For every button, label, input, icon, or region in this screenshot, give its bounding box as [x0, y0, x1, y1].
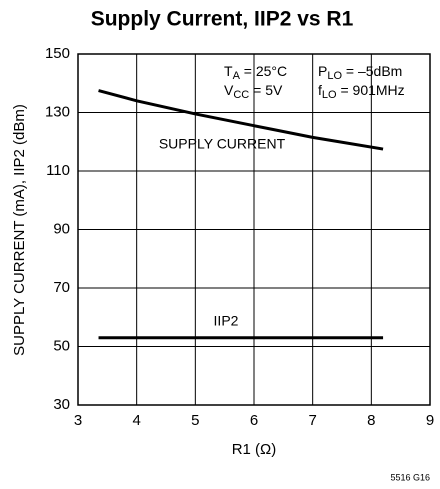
annotation: TA = 25°C — [224, 63, 287, 82]
annotation: VCC = 5V — [224, 82, 283, 101]
annotation-part: T — [224, 63, 233, 79]
annotation-part: = 901MHz — [337, 82, 405, 98]
annotation-part: = –5dBm — [342, 63, 402, 79]
y-tick-label: 70 — [53, 279, 70, 296]
annotation: PLO = –5dBm — [318, 63, 402, 82]
series-line — [98, 89, 384, 151]
x-tick-label: 3 — [74, 412, 82, 429]
x-tick-label: 6 — [250, 412, 258, 429]
annotation: fLO = 901MHz — [318, 82, 405, 101]
y-axis-label: SUPPLY CURRENT (mA), IIP2 (dBm) — [11, 104, 28, 356]
annotation-part: f — [318, 82, 322, 98]
y-tick-label: 110 — [46, 162, 70, 179]
annotation-part: LO — [322, 89, 337, 101]
annotation-part: A — [233, 70, 241, 82]
y-tick-label: 130 — [45, 103, 70, 120]
annotation-part: V — [224, 82, 234, 98]
annotation-part: = 25°C — [240, 63, 287, 79]
x-tick-label: 5 — [191, 412, 199, 429]
series-label: IIP2 — [214, 313, 239, 329]
x-axis-label: R1 (Ω) — [232, 441, 277, 458]
y-tick-label: 50 — [53, 337, 70, 354]
annotation-part: LO — [327, 70, 342, 82]
chart-title: Supply Current, IIP2 vs R1 — [91, 8, 354, 31]
y-tick-label: 150 — [45, 45, 70, 62]
annotation-part: = 5V — [249, 82, 283, 98]
series-label: SUPPLY CURRENT — [159, 136, 286, 152]
plot-frame — [77, 53, 431, 406]
x-tick-label: 4 — [132, 412, 140, 429]
footnote: 5516 G16 — [390, 472, 430, 482]
x-tick-label: 8 — [367, 412, 375, 429]
y-tick-label: 90 — [53, 220, 70, 237]
y-tick-label: 30 — [53, 396, 70, 413]
x-tick-label: 7 — [308, 412, 316, 429]
annotation-part: CC — [233, 89, 249, 101]
annotation-part: P — [318, 63, 327, 79]
x-tick-label: 9 — [426, 412, 434, 429]
